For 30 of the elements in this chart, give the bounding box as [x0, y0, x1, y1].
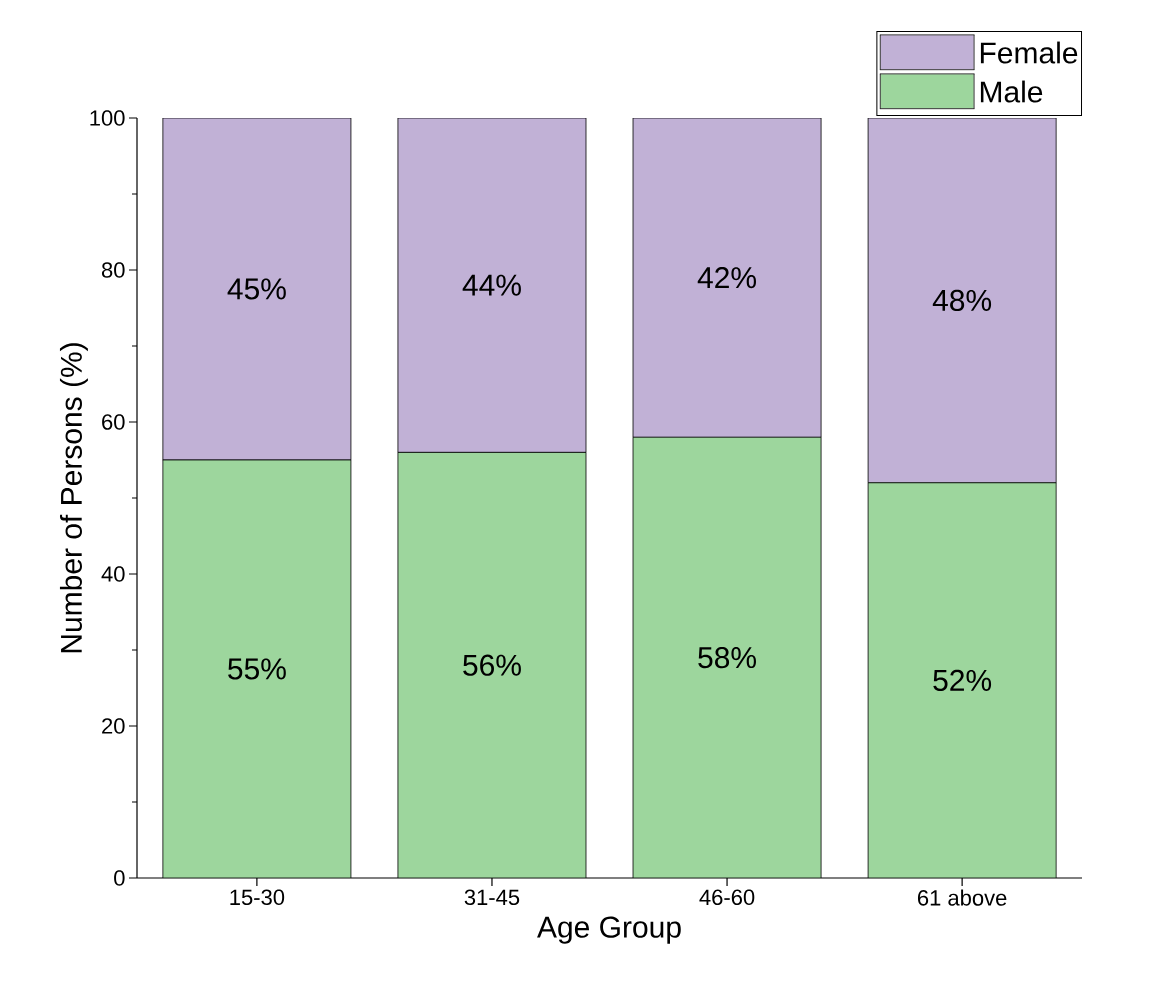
x-tick-label: 46-60 [699, 889, 755, 906]
data-label: 48% [932, 289, 992, 312]
data-label: 55% [228, 658, 286, 680]
bar [867, 482, 1057, 878]
x-axis-title: Age Group [537, 916, 681, 944]
y-tick-label: 20 [102, 718, 125, 734]
y-tick-label: 80 [101, 262, 125, 278]
y-tick-label: 100 [90, 110, 125, 126]
x-tick-label: 31-45 [464, 889, 520, 906]
legend-label: Male [980, 80, 1043, 103]
bar [632, 117, 822, 438]
bar [397, 117, 587, 453]
y-axis-title: Number of Persons (%) [59, 343, 88, 653]
data-label: 52% [933, 669, 992, 692]
y-tick-label: 60 [102, 414, 125, 430]
bar [867, 117, 1057, 484]
data-label: 58% [698, 646, 756, 669]
x-tick-label: 15-30 [230, 889, 285, 906]
bar [162, 117, 352, 461]
x-tick-label: 61 above [917, 889, 1007, 906]
bar [397, 452, 586, 878]
legend-label: Female [980, 41, 1078, 64]
data-label: 42% [697, 267, 756, 289]
y-tick-label: 0 [114, 870, 125, 886]
data-label: 44% [462, 274, 521, 296]
bar [633, 437, 822, 878]
y-tick-label: 40 [101, 566, 125, 582]
bar [162, 460, 351, 878]
data-label: 45% [227, 278, 286, 300]
data-label: 56% [463, 654, 521, 676]
